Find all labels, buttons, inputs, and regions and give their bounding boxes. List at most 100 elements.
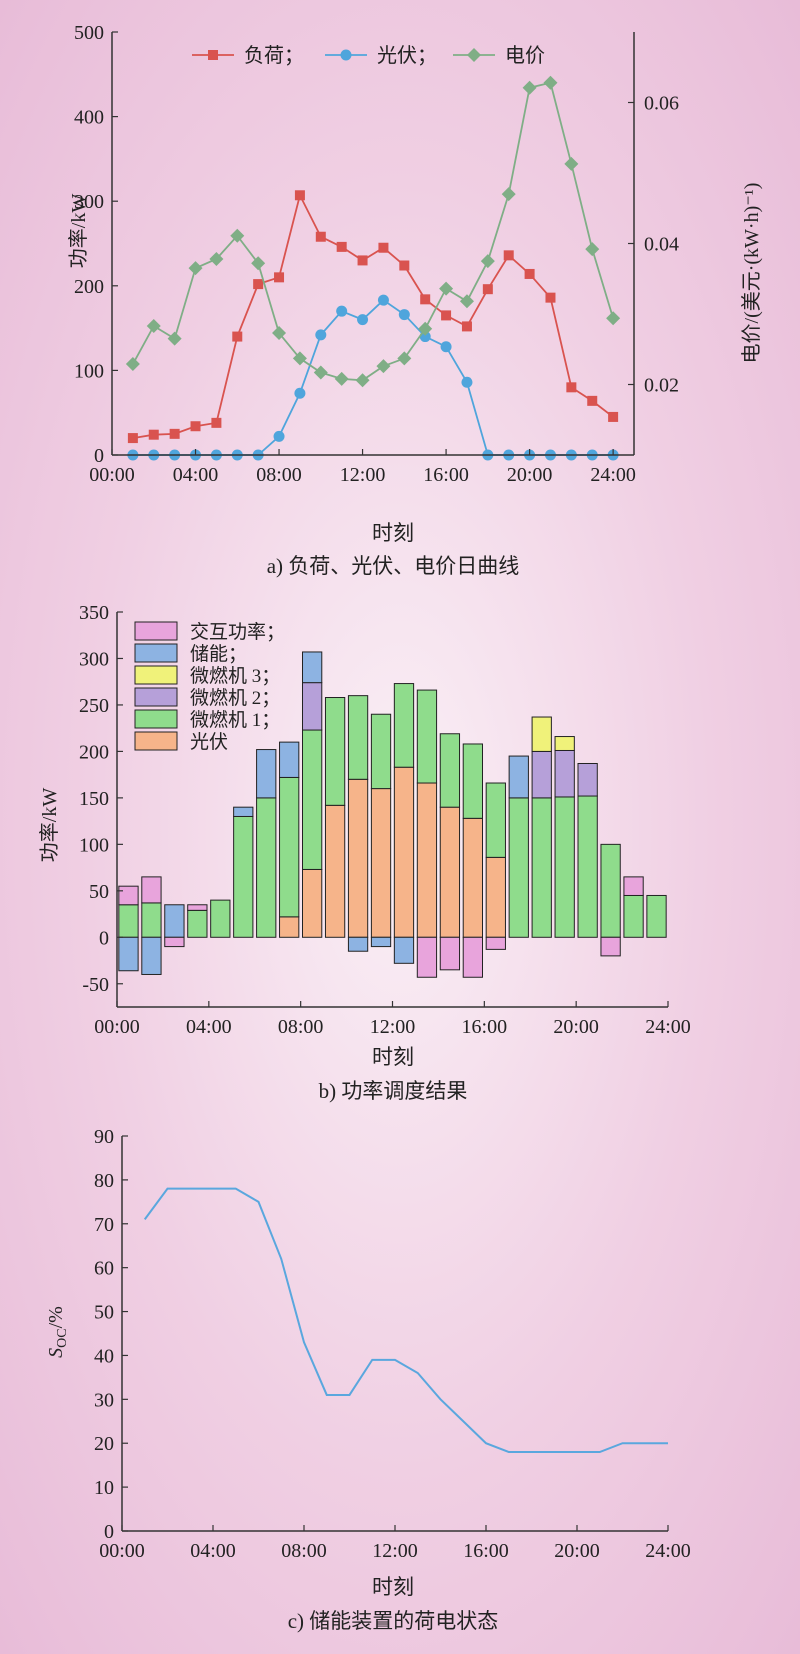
panel-b-bar-5: [393, 766, 415, 938]
panel-a-point-2: [480, 254, 495, 269]
panel-b-ytick-label: 250: [79, 695, 109, 717]
panel-b-bar-4: [600, 843, 621, 938]
panel-a-point-2: [334, 371, 349, 386]
panel-b-bar-5: [279, 916, 300, 938]
panel-a-point-0: [545, 292, 556, 303]
panel-a-xtick-label: 24:00: [590, 464, 636, 486]
panel-a-point-2: [355, 373, 370, 388]
panel-a-point-2: [606, 311, 621, 326]
panel-b-bar-3: [554, 749, 575, 798]
panel-a-point-0: [253, 279, 264, 290]
panel-b-bar-4: [347, 695, 369, 780]
panel-c-ytick-label: 90: [94, 1126, 114, 1148]
panel-a-legend-label-1: 光伏；: [377, 44, 437, 67]
panel-c-xlabel: 时刻: [372, 1575, 414, 1599]
panel-a-point-2: [543, 75, 558, 90]
panel-c-caption: c) 储能装置的荷电状态: [288, 1609, 499, 1633]
panel-b-bar-5: [462, 817, 483, 938]
panel-b-legend-swatch-3: [134, 687, 178, 707]
panel-b-xlabel: 时刻: [372, 1045, 414, 1069]
panel-a-point-1: [440, 341, 452, 353]
panel-a-point-2: [251, 256, 266, 271]
panel-b-xtick-label: 12:00: [370, 1016, 416, 1038]
panel-b-bar-4: [393, 683, 415, 768]
panel-b-bar-1: [118, 936, 139, 972]
panel-a-xtick-label: 04:00: [173, 464, 219, 486]
panel-b-legend-swatch-5: [134, 731, 178, 751]
panel-a-series-line-1: [132, 299, 614, 456]
panel-b-bar-5: [370, 788, 392, 938]
panel-b-ytick-label: 300: [79, 648, 109, 670]
panel-a-point-2: [564, 156, 579, 171]
panel-a-point-0: [274, 272, 285, 283]
panel-b-bar-4: [210, 899, 231, 938]
panel-a-y2tick-label: 0.02: [644, 375, 679, 397]
panel-a-ylabel: 功率/kW: [67, 194, 90, 269]
panel-a-ytick-label: 300: [74, 191, 104, 213]
panel-b-bar-0: [118, 885, 139, 906]
panel-b-bar-0: [600, 936, 621, 957]
panel-c-ytick-label: 40: [94, 1345, 114, 1367]
panel-b-ytick-label: 100: [79, 834, 109, 856]
panel-b-caption: b) 功率调度结果: [319, 1079, 468, 1103]
panel-b-legend-swatch-0: [134, 621, 178, 641]
panel-a-ytick-label: 500: [74, 22, 104, 44]
panel-a-point-0: [503, 250, 514, 261]
panel-a-point-2: [376, 359, 391, 374]
panel-b-legend-swatch-2: [134, 665, 178, 685]
panel-c-xtick-label: 12:00: [372, 1540, 418, 1562]
panel-b-power-dispatch: -50 0 50 100 150 200 250 300 350 00:00 04:00 08:00 1…: [38, 602, 691, 1103]
panel-a-point-1: [377, 294, 389, 306]
panel-c-xtick-label: 00:00: [99, 1540, 145, 1562]
panel-a-ytick-label: 0: [94, 445, 104, 467]
panel-c-ytick-label: 0: [104, 1521, 114, 1543]
panel-b-legend: 交互功率；储能；微燃机 3；微燃机 2；微燃机 1；光伏: [134, 621, 285, 753]
panel-a-point-1: [461, 376, 473, 388]
panel-a-legend-marker-1: [340, 49, 352, 61]
panel-b-bar-0: [416, 936, 438, 978]
panel-a-legend-marker-2: [467, 48, 481, 62]
panel-a-load-pv-price: 0 100 200 300 400 500 0.02 0.04 0.06 00:00 04:00 08…: [67, 22, 763, 578]
panel-a-point-0: [378, 242, 389, 253]
panel-b-bar-0: [623, 876, 644, 896]
panel-b-bar-4: [531, 797, 552, 938]
panel-b-xtick-label: 20:00: [553, 1016, 599, 1038]
panel-a-point-1: [357, 314, 369, 326]
panel-b-bar-1: [164, 904, 185, 938]
panel-b-bar-0: [485, 936, 506, 950]
panel-c-xtick-label: 24:00: [645, 1540, 691, 1562]
panel-b-ytick-label: 200: [79, 741, 109, 763]
panel-a-y2tick-label: 0.04: [644, 234, 679, 256]
panel-b-bar-1: [233, 806, 254, 817]
panel-b-bar-5: [324, 804, 346, 938]
panel-b-bar-4: [141, 902, 162, 938]
panel-c-xtick-label: 04:00: [190, 1540, 236, 1562]
panel-c-ytick-label: 30: [94, 1389, 114, 1411]
panel-b-legend-label-5: 光伏: [190, 731, 228, 753]
panel-a-point-0: [399, 260, 410, 271]
panel-a-point-0: [294, 190, 305, 201]
panel-b-bar-4: [118, 904, 139, 938]
panel-a-point-1: [336, 305, 348, 317]
panel-a-legend: 负荷； 光伏； 电价: [192, 44, 545, 67]
panel-a-point-1: [294, 387, 306, 399]
panel-a-point-0: [608, 411, 619, 422]
panel-a-point-2: [313, 365, 328, 380]
panel-a-caption: a) 负荷、光伏、电价日曲线: [267, 554, 520, 578]
panel-b-bar-5: [347, 778, 369, 938]
panel-b-legend-label-4: 微燃机 1；: [190, 709, 280, 731]
panel-b-bar-5: [416, 782, 438, 938]
panel-b-bar-4: [416, 689, 438, 784]
panel-a-point-2: [188, 261, 203, 276]
panel-c-soc-line: [143, 1187, 668, 1453]
panel-c-xtick-label: 16:00: [463, 1540, 509, 1562]
panel-a-y2tick-label: 0.06: [644, 93, 679, 115]
panel-b-bar-1: [370, 936, 392, 948]
panel-b-bar-3: [302, 682, 323, 731]
panel-a-point-0: [232, 331, 243, 342]
panel-b-bar-2: [531, 716, 552, 752]
panel-b-bar-5: [302, 868, 323, 938]
panel-b-bar-1: [347, 936, 369, 952]
panel-a-xtick-label: 12:00: [340, 464, 386, 486]
panel-a-legend-marker-0: [208, 50, 218, 60]
